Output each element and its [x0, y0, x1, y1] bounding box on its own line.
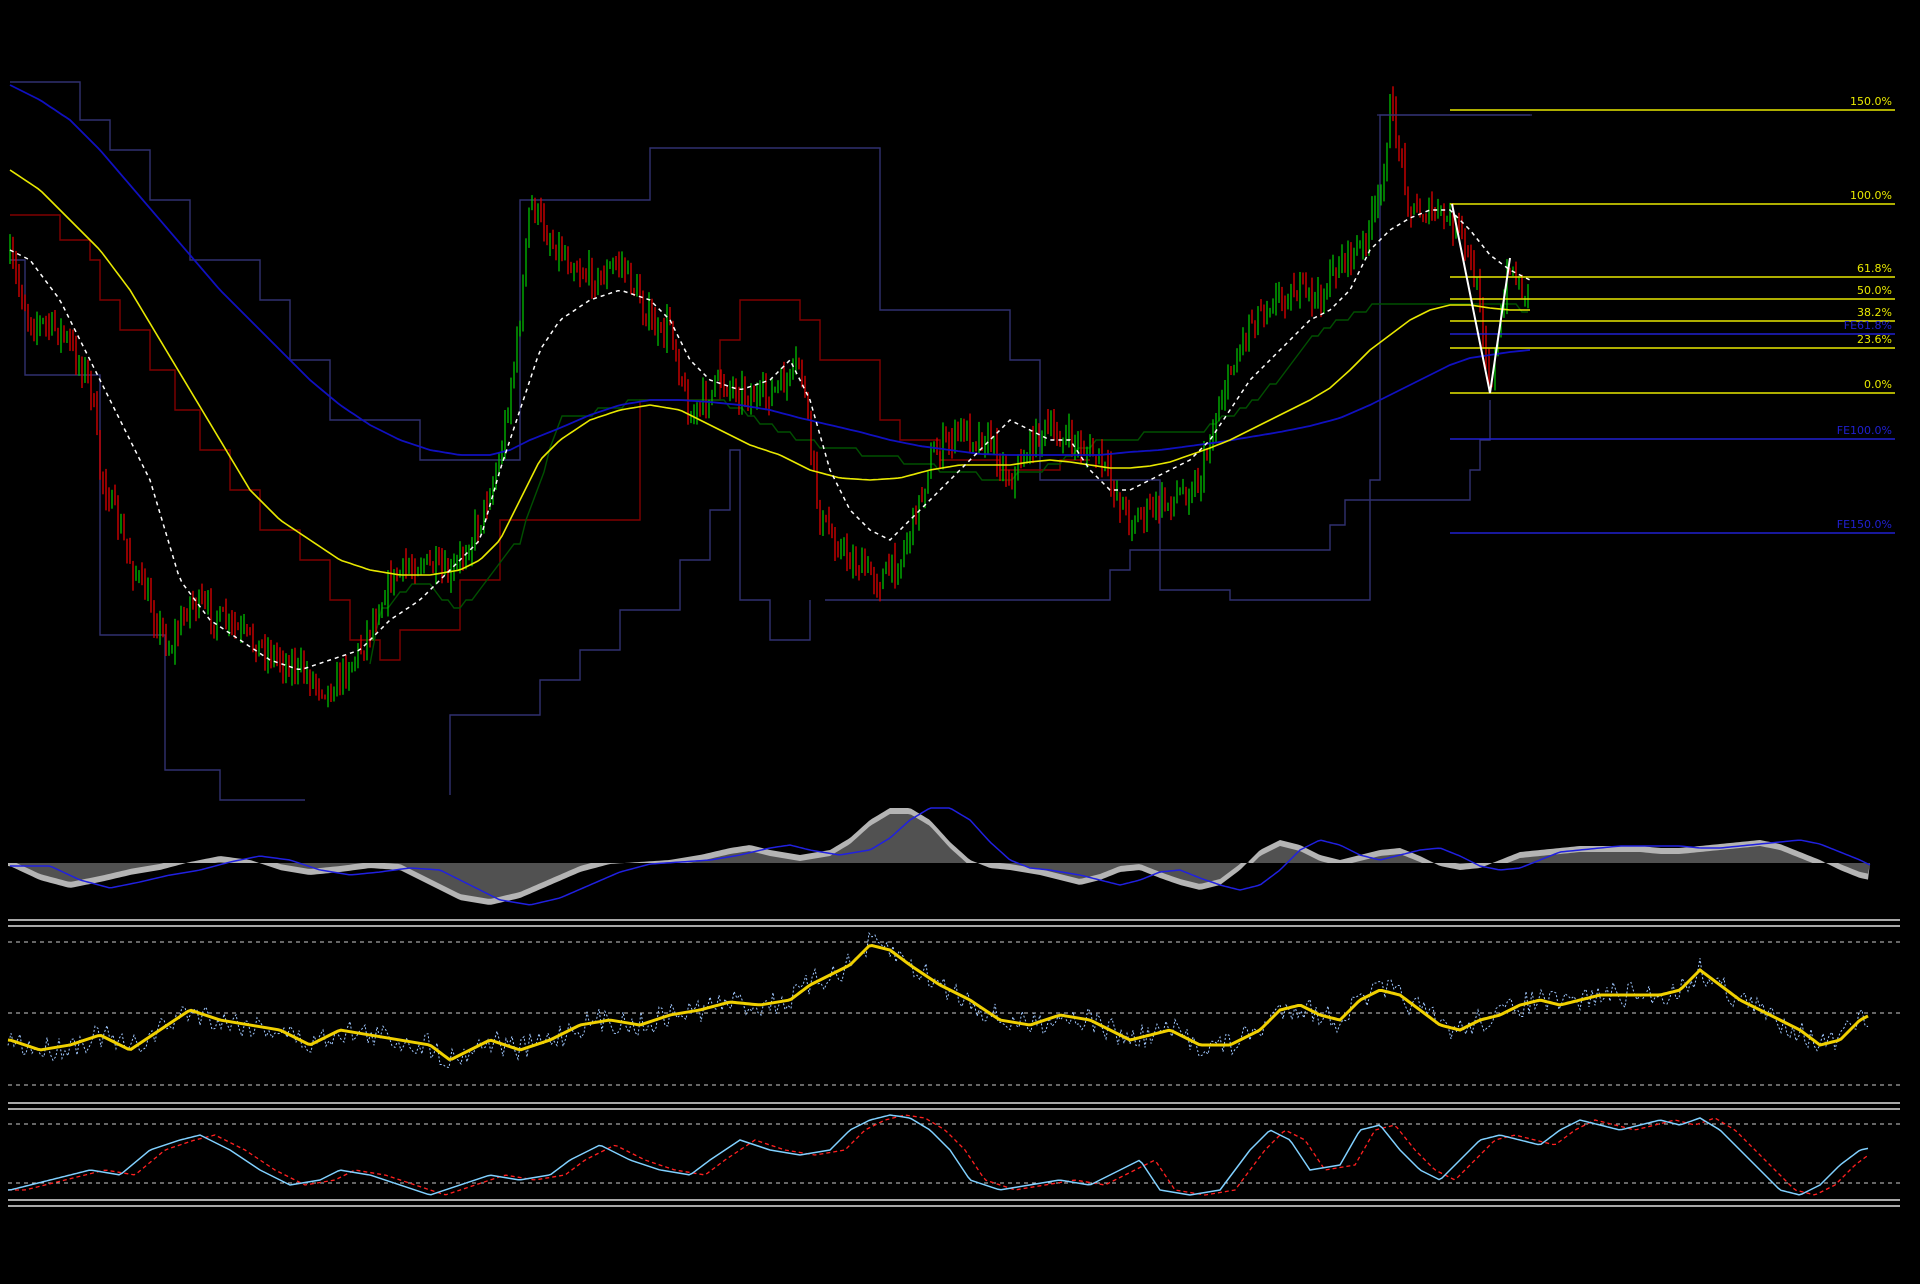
- ma-slow-line: [9, 84, 1531, 456]
- fe-level-label: FE61.8%: [1844, 319, 1892, 332]
- fib-level-label: 150.0%: [1850, 95, 1892, 108]
- ma-mid-line: [9, 169, 1530, 576]
- panel-separators: [8, 919, 1900, 1207]
- lower-channel-left-line: [10, 259, 305, 801]
- oscillator-2-signal-line: [8, 1114, 1869, 1196]
- fib-level-label: 23.6%: [1857, 333, 1892, 346]
- fibonacci-tool[interactable]: 150.0% 100.0% 61.8% 50.0% 38.2% 23.6% 0.0% FE61…: [1377, 95, 1895, 534]
- ma-fast-line: [9, 209, 1531, 671]
- fib-level-label: 100.0%: [1850, 189, 1892, 202]
- fe-level-label: FE150.0%: [1837, 518, 1892, 531]
- fe-level-label: FE100.0%: [1837, 424, 1892, 437]
- fib-level-label: 50.0%: [1857, 284, 1892, 297]
- oscillator-1-raw-line: [7, 932, 1869, 1069]
- oscillator-1-panel: [7, 932, 1900, 1086]
- oscillator-2-main-line: [7, 1114, 1869, 1196]
- lower-channel-mid-line: [449, 449, 811, 795]
- upper-channel-line: [10, 81, 1530, 601]
- lower-channel-right-line: [825, 400, 1491, 601]
- moving-averages: [9, 84, 1531, 671]
- price-candles: [9, 86, 1529, 708]
- green-channel-line: [369, 303, 1528, 665]
- oscillator-2-panel: [7, 1114, 1900, 1196]
- histogram-shade: [8, 814, 1870, 899]
- red-channel-line: [10, 214, 1090, 661]
- histogram-panel: [8, 807, 1871, 906]
- fib-anchor-line: [1451, 203, 1511, 394]
- histogram-signal-line: [10, 807, 1871, 906]
- price-channels: [10, 81, 1530, 801]
- fib-level-label: 38.2%: [1857, 306, 1892, 319]
- fib-level-label: 0.0%: [1864, 378, 1892, 391]
- fib-level-label: 61.8%: [1857, 262, 1892, 275]
- oscillator-1-main-line: [7, 943, 1869, 1061]
